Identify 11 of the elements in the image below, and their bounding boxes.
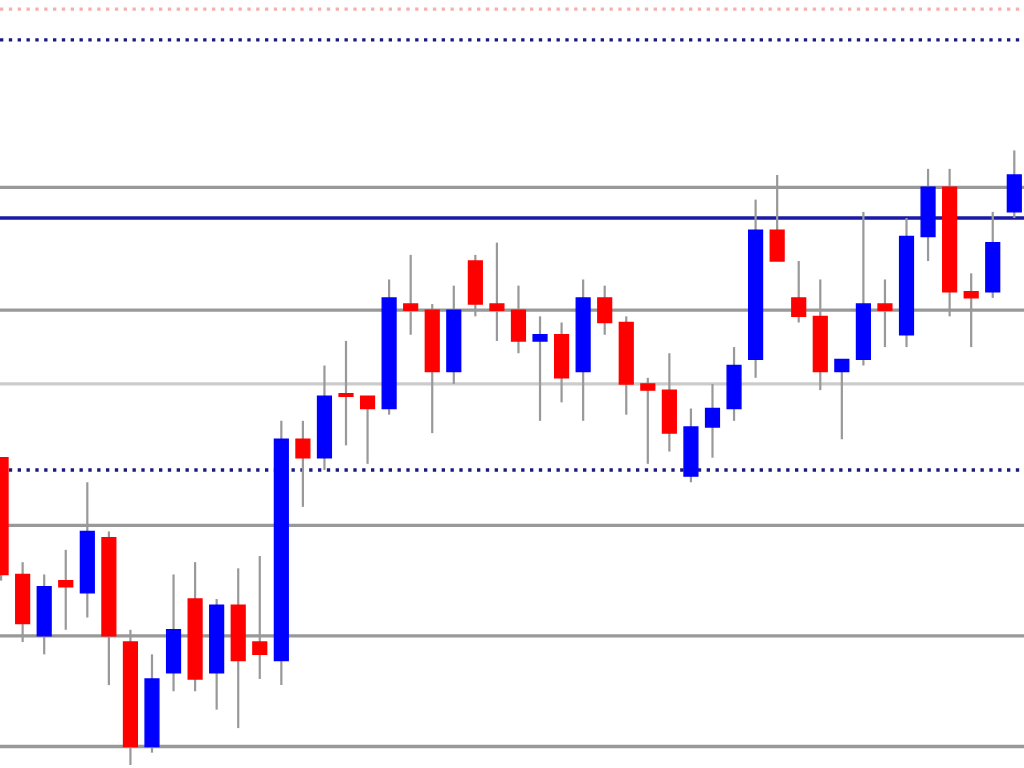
candlestick bbox=[295, 419, 311, 508]
candlestick bbox=[553, 321, 570, 404]
candlestick bbox=[704, 382, 721, 459]
candlestick bbox=[338, 339, 354, 447]
candlestick bbox=[661, 352, 677, 453]
candlestick bbox=[58, 548, 74, 631]
candlestick bbox=[359, 395, 376, 465]
candlestick bbox=[834, 358, 850, 441]
candlestick bbox=[532, 315, 548, 422]
candlestick bbox=[726, 345, 742, 422]
candlestick bbox=[640, 376, 656, 465]
